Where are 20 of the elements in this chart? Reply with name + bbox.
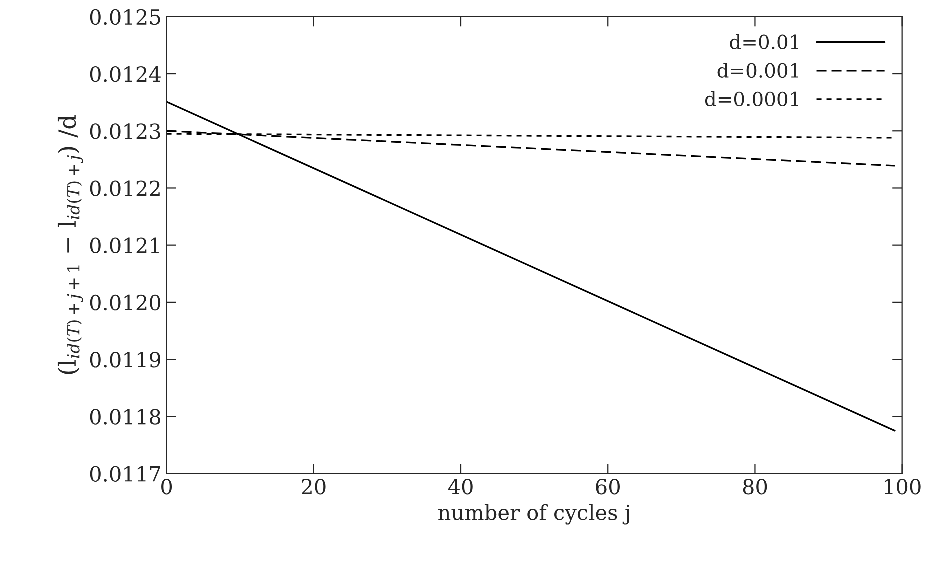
y-tick-label: 0.0124	[90, 66, 161, 82]
y-tick-label: 0.0122	[90, 180, 160, 196]
legend-label: d=0.0001	[705, 92, 798, 107]
y-tick-label: 0.0118	[90, 409, 161, 425]
y-tick-label: 0.0125	[90, 9, 160, 26]
x-tick-label: 80	[743, 478, 768, 495]
y-axis-title: (l$_{id(T)+j+1}$ − l$_{id(T)+j}$) /d	[58, 115, 84, 374]
y-tick-label: 0.0117	[90, 466, 160, 482]
x-tick-label: 40	[448, 478, 473, 495]
x-axis-title: number of cycles j	[438, 504, 630, 525]
y-tick-label: 0.0119	[90, 352, 161, 368]
y-tick-label: 0.0121	[90, 238, 159, 254]
legend-label: d=0.01	[730, 34, 798, 50]
x-tick-label: 0	[162, 478, 172, 495]
x-tick-label: 100	[884, 478, 921, 495]
y-tick-label: 0.0120	[90, 294, 161, 311]
x-tick-label: 20	[302, 478, 326, 495]
legend-label: d=0.001	[718, 62, 798, 78]
x-tick-label: 60	[596, 478, 620, 495]
y-tick-label: 0.0123	[90, 124, 160, 140]
